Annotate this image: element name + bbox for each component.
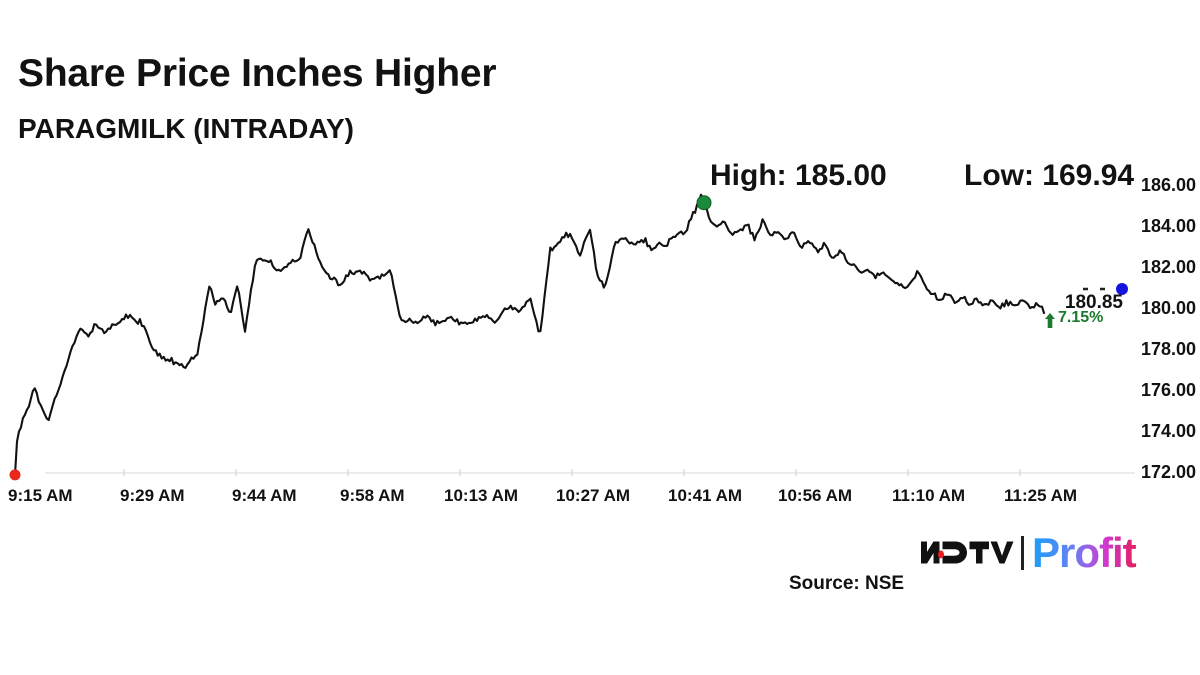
svg-text:Profit: Profit (1032, 529, 1137, 576)
